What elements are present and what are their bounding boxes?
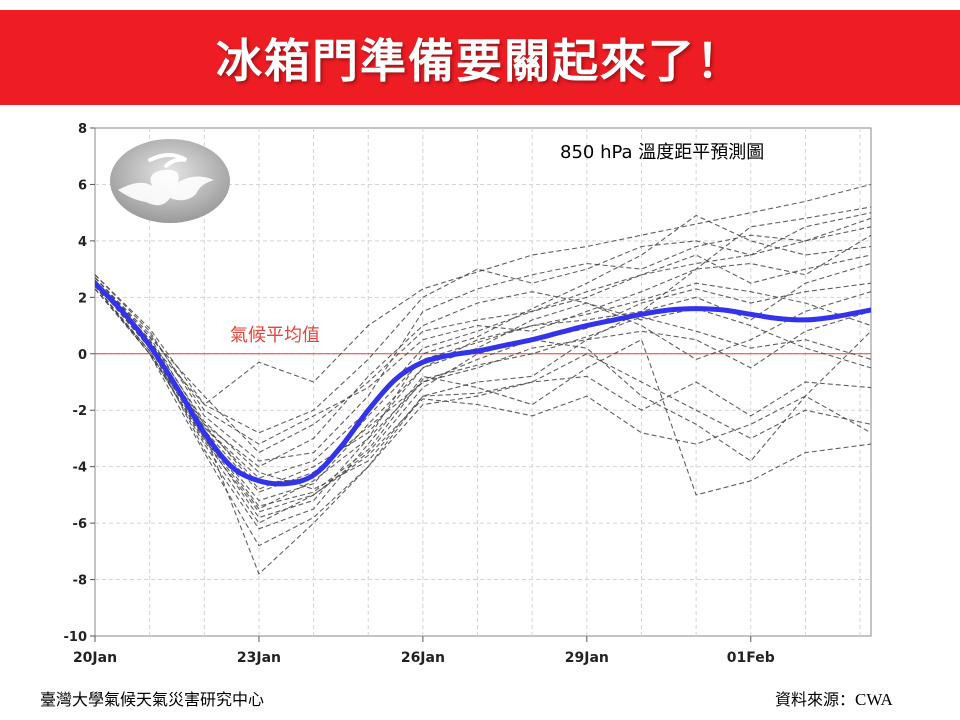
y-tick-label: 6 bbox=[78, 178, 87, 193]
chart-title: 850 hPa 溫度距平預測圖 bbox=[560, 142, 764, 163]
plot-area bbox=[94, 127, 872, 637]
y-tick-label: 8 bbox=[78, 122, 87, 137]
title-banner: 冰箱門準備要關起來了！ bbox=[0, 10, 960, 105]
x-tick-label: 20Jan bbox=[73, 650, 117, 666]
footer-source-name: CWA bbox=[855, 690, 893, 709]
ensemble-member-line bbox=[95, 217, 871, 454]
y-tick-label: 2 bbox=[78, 291, 87, 306]
y-tick-label: -4 bbox=[73, 461, 87, 476]
x-tick-label: 29Jan bbox=[565, 650, 609, 666]
y-tick-label: -2 bbox=[73, 404, 87, 419]
ensemble-mean-line bbox=[95, 280, 871, 487]
ensemble-member-line bbox=[95, 282, 871, 530]
ensemble-member-line bbox=[95, 206, 871, 575]
y-tick-label: 0 bbox=[78, 348, 87, 363]
ensemble-member-line bbox=[95, 280, 871, 485]
y-tick-label: -10 bbox=[64, 630, 88, 645]
y-tick-label: -6 bbox=[73, 517, 87, 532]
x-tick-label: 01Feb bbox=[727, 650, 775, 666]
axis-ticks: 8 6 4 2 0 -2 -4 -6 -8 -10 20Jan 23Jan 26Jan 29Jan 01Fe… bbox=[64, 122, 775, 666]
climatology-label: 氣候平均值 bbox=[230, 325, 320, 346]
cwa-logo-cloud bbox=[118, 169, 214, 206]
ensemble-member-line bbox=[95, 277, 871, 468]
y-tick-label: -8 bbox=[73, 574, 87, 589]
ensemble-member-line bbox=[95, 285, 871, 510]
ensemble-member-line bbox=[95, 285, 871, 513]
x-tick-label: 26Jan bbox=[401, 650, 445, 666]
ensemble-member-line bbox=[95, 226, 871, 462]
footer-source: 資料來源：CWA bbox=[775, 686, 893, 710]
footer-institution: 臺灣大學氣候天氣災害研究中心 bbox=[40, 690, 265, 709]
x-tick-label: 23Jan bbox=[237, 650, 281, 666]
ensemble-member-line bbox=[95, 288, 871, 524]
cwa-logo bbox=[110, 139, 230, 223]
ensemble-member-line bbox=[95, 183, 871, 406]
footer-source-label: 資料來源： bbox=[775, 690, 856, 709]
ensemble-member-line bbox=[95, 282, 871, 493]
ensemble-member-line bbox=[95, 288, 871, 547]
cwa-logo-swirl bbox=[148, 153, 188, 168]
y-tick-label: 4 bbox=[78, 235, 87, 250]
ensemble-member-line bbox=[95, 280, 871, 490]
banner-title: 冰箱門準備要關起來了！ bbox=[216, 33, 744, 88]
ensemble-member-line bbox=[95, 214, 871, 519]
ensemble-member-line bbox=[95, 234, 871, 445]
